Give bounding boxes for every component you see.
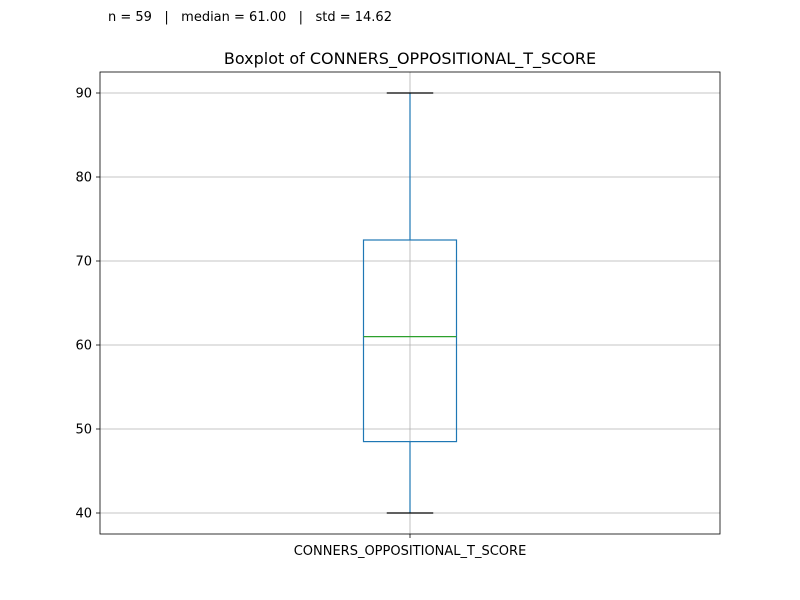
x-tick-label: CONNERS_OPPOSITIONAL_T_SCORE — [294, 544, 527, 559]
y-tick-label: 70 — [75, 255, 92, 270]
y-tick-label: 90 — [75, 87, 92, 102]
y-tick-label: 60 — [75, 339, 92, 354]
summary-stats: n = 59 | median = 61.00 | std = 14.62 — [108, 10, 392, 25]
chart-title: Boxplot of CONNERS_OPPOSITIONAL_T_SCORE — [224, 49, 596, 69]
axes-layer: 40 50 60 70 80 90 CONNERS_OPPOSITIONAL_T_SCORE — [75, 71, 721, 559]
y-tick-label: 40 — [75, 507, 92, 522]
y-tick-label: 80 — [75, 171, 92, 186]
box-layer — [362, 92, 458, 514]
stat-n: n = 59 — [108, 10, 152, 25]
stat-std: std = 14.62 — [315, 10, 392, 25]
stat-separator: | — [298, 10, 304, 25]
stat-separator: | — [164, 10, 169, 25]
iqr-box — [362, 239, 458, 443]
y-tick-label: 50 — [75, 423, 92, 438]
stat-median: median = 61.00 — [181, 10, 287, 25]
